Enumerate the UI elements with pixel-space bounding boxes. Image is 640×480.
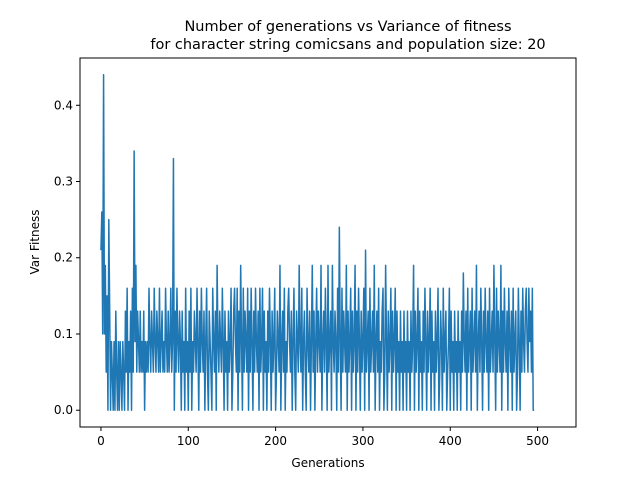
axes-frame [79,57,577,428]
y-tick-label: 0.2 [54,251,73,265]
x-tick-label: 300 [351,434,374,448]
x-tick-label: 0 [97,434,105,448]
chart-title-line-2: for character string comicsans and popul… [150,37,545,53]
x-axis-ticks: 0 100 200 300 400 500 [97,427,549,448]
y-tick-label: 0.3 [54,175,73,189]
y-axis-label: Var Fitness [28,210,42,275]
series-line-var-fitness [100,74,535,411]
y-tick-label: 0.4 [54,98,73,112]
x-tick-label: 200 [264,434,287,448]
y-tick-label: 0.0 [54,403,73,417]
y-axis-ticks: 0.0 0.1 0.2 0.3 0.4 [54,98,80,417]
x-axis-label: Generations [291,456,364,470]
y-tick-label: 0.1 [54,327,73,341]
chart-title-line-1: Number of generations vs Variance of fit… [184,19,511,35]
x-tick-label: 400 [439,434,462,448]
x-tick-label: 500 [526,434,549,448]
plot-area [100,74,535,411]
x-tick-label: 100 [177,434,200,448]
